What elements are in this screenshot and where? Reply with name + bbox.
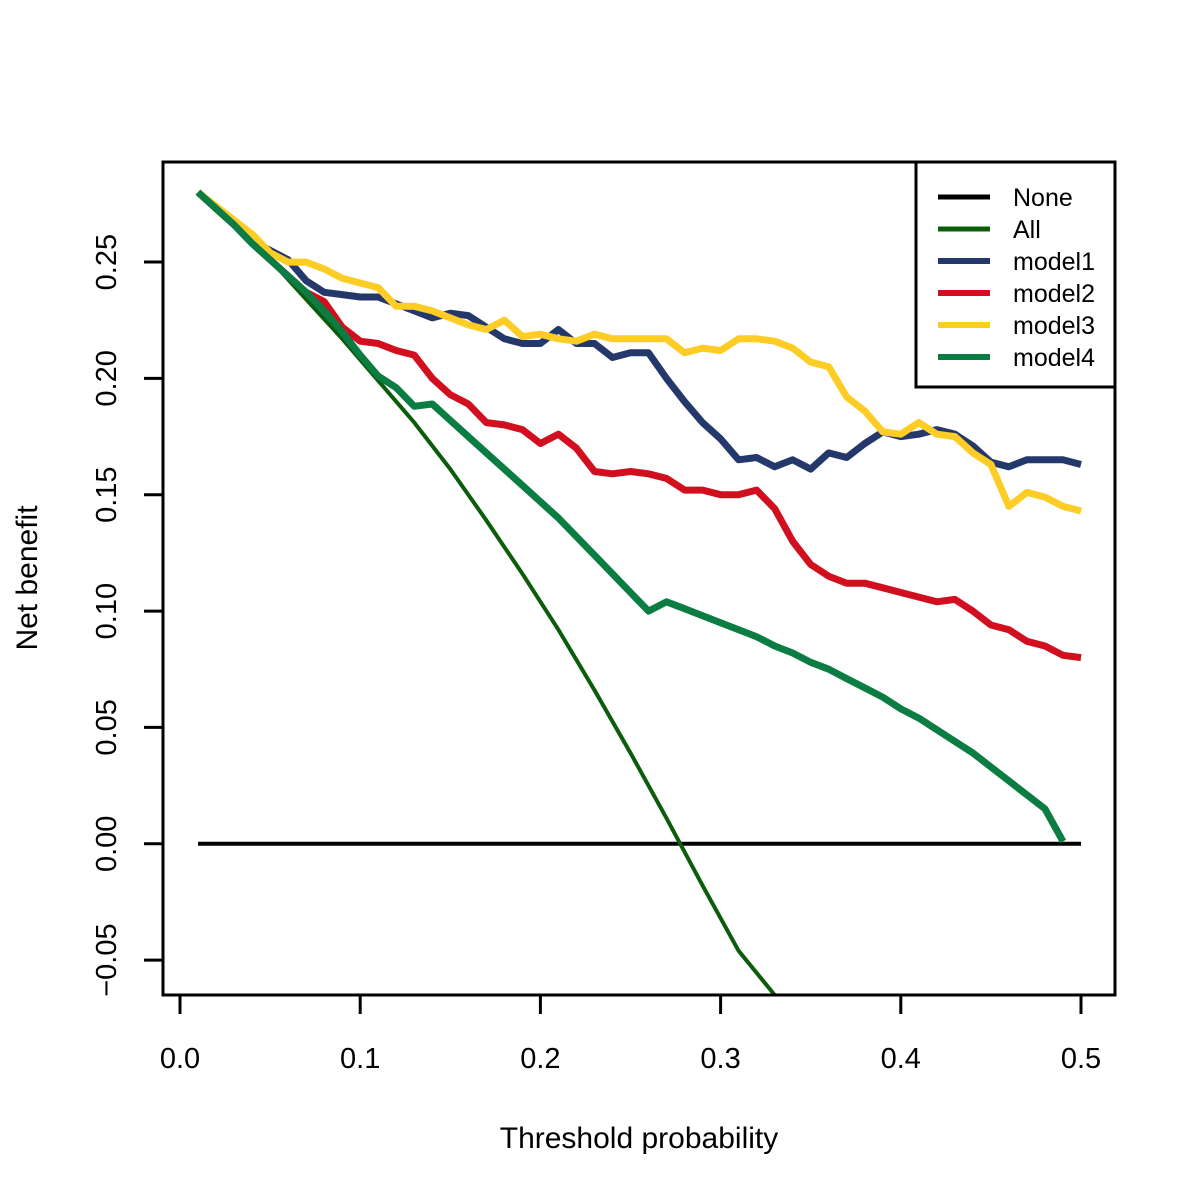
legend: None All model1 model2 model3 model4 bbox=[914, 160, 1117, 389]
series-line-model2 bbox=[195, 189, 1082, 662]
legend-label: None bbox=[1013, 184, 1073, 212]
x-tick-label: 0.1 bbox=[340, 1043, 380, 1075]
y-tick-label: 0.20 bbox=[91, 350, 123, 406]
y-tick-label: 0.05 bbox=[91, 699, 123, 755]
x-tick-label: 0.0 bbox=[160, 1043, 200, 1075]
y-tick-label: 0.25 bbox=[91, 234, 123, 290]
x-tick-label: 0.5 bbox=[1061, 1043, 1101, 1075]
legend-label: model3 bbox=[1013, 312, 1095, 340]
y-tick-label: −0.05 bbox=[91, 923, 123, 996]
x-tick-label: 0.2 bbox=[520, 1043, 560, 1075]
y-tick-label: 0.10 bbox=[91, 583, 123, 639]
x-axis: 0.0 0.1 0.2 0.3 0.4 0.5 bbox=[160, 993, 1101, 1075]
legend-label: All bbox=[1013, 216, 1041, 244]
y-tick-label: 0.15 bbox=[91, 466, 123, 522]
series-line-model3 bbox=[195, 189, 1082, 515]
y-axis-label: Net benefit bbox=[11, 505, 44, 651]
legend-label: model2 bbox=[1013, 280, 1095, 308]
legend-label: model4 bbox=[1013, 344, 1095, 372]
legend-label: model1 bbox=[1013, 248, 1095, 276]
x-tick-label: 0.3 bbox=[700, 1043, 740, 1075]
x-tick-label: 0.4 bbox=[881, 1043, 921, 1075]
y-axis: −0.05 0.00 0.05 0.10 0.15 0.20 0.25 bbox=[91, 234, 165, 997]
y-tick-label: 0.00 bbox=[91, 816, 123, 872]
x-axis-label: Threshold probability bbox=[500, 1122, 778, 1155]
legend-box bbox=[914, 160, 1117, 389]
series-layer bbox=[195, 189, 1082, 995]
series-line-all bbox=[196, 190, 777, 995]
series-line-model4 bbox=[195, 189, 1067, 844]
